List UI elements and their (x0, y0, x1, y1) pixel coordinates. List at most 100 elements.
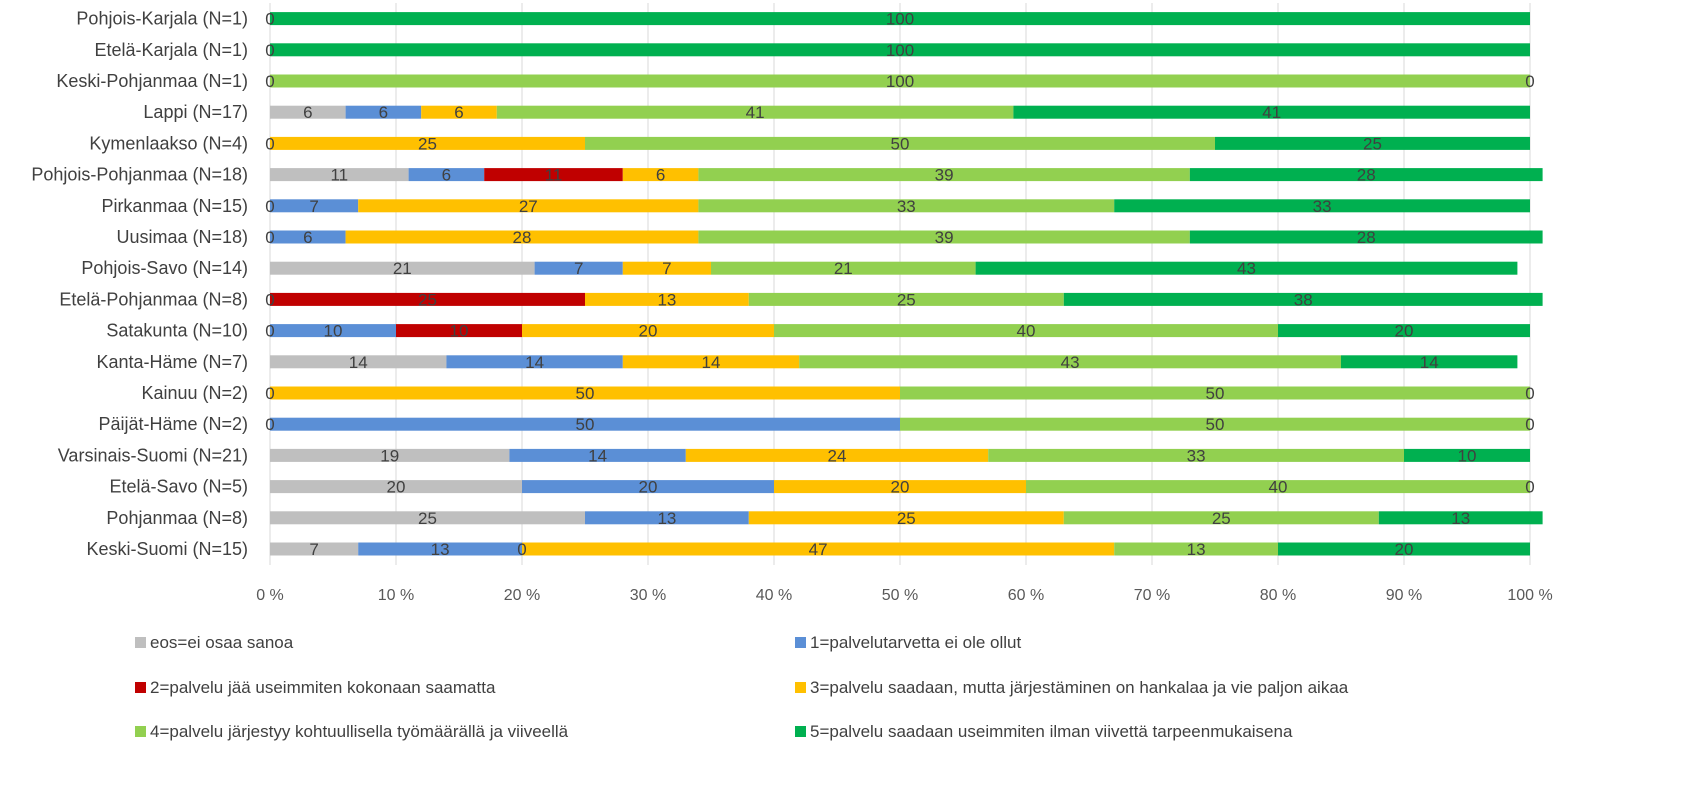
data-label: 25 (418, 509, 437, 528)
bar-segment (270, 386, 900, 400)
bar-segment (685, 448, 989, 462)
data-label: 14 (525, 353, 544, 372)
category-label: Etelä-Karjala (N=1) (94, 40, 248, 60)
data-label: 39 (935, 228, 954, 247)
category-label: Pohjois-Pohjanmaa (N=18) (31, 165, 248, 185)
data-label: 0 (517, 540, 526, 559)
bar-segment (698, 199, 1115, 213)
data-label: 43 (1061, 353, 1080, 372)
bar-segment (988, 448, 1404, 462)
category-label: Varsinais-Suomi (N=21) (58, 445, 248, 465)
data-label: 41 (746, 103, 765, 122)
data-label: 25 (897, 290, 916, 309)
data-label: 19 (380, 446, 399, 465)
data-label: 20 (1395, 322, 1414, 341)
bar-segment (1063, 511, 1379, 525)
bar-segment (774, 324, 1278, 338)
data-label: 10 (1458, 446, 1477, 465)
bar-segment (698, 230, 1190, 244)
data-label: 0 (265, 415, 274, 434)
bar-segment (408, 168, 485, 182)
legend-swatch (135, 682, 146, 693)
x-tick-label: 70 % (1134, 587, 1170, 604)
bar-segment (1215, 136, 1530, 150)
data-label: 14 (702, 353, 721, 372)
data-label: 40 (1017, 322, 1036, 341)
bar-segment (975, 261, 1518, 275)
bar-segment (698, 168, 1190, 182)
bar-segment (270, 324, 396, 338)
data-label: 0 (265, 197, 274, 216)
data-label: 50 (576, 384, 595, 403)
bar-segment (446, 355, 623, 369)
bar-segment (748, 292, 1064, 306)
data-label: 25 (1212, 509, 1231, 528)
bar-segment (1189, 168, 1543, 182)
bar-segment (358, 199, 699, 213)
bar-segment (1278, 542, 1530, 556)
legend-swatch (795, 682, 806, 693)
bar-segment (345, 230, 699, 244)
legend-label: 2=palvelu jää useimmiten kokonaan saamat… (150, 678, 496, 697)
data-label: 0 (265, 290, 274, 309)
data-label: 0 (265, 134, 274, 153)
bar-segment (421, 105, 497, 119)
data-label: 28 (513, 228, 532, 247)
data-label: 7 (309, 197, 318, 216)
category-label: Päijät-Häme (N=2) (98, 414, 248, 434)
bar-segment (585, 292, 749, 306)
bar-segment (711, 261, 976, 275)
category-label: Satakunta (N=10) (106, 321, 248, 341)
bar-segment (585, 136, 1215, 150)
data-label: 0 (1525, 384, 1534, 403)
bar-segment (270, 105, 346, 119)
data-label: 25 (418, 290, 437, 309)
data-label: 7 (309, 540, 318, 559)
data-label: 28 (1357, 166, 1376, 185)
bar-segment (270, 199, 359, 213)
bar-segment (585, 511, 749, 525)
bar-segment (270, 230, 346, 244)
x-tick-label: 0 % (256, 587, 284, 604)
bar-segment (1026, 480, 1530, 494)
bar-segment (270, 480, 522, 494)
data-label: 0 (265, 384, 274, 403)
data-label: 0 (1525, 478, 1534, 497)
bar-segment (496, 105, 1014, 119)
data-label: 14 (588, 446, 607, 465)
data-label: 13 (1451, 509, 1470, 528)
data-label: 50 (891, 134, 910, 153)
data-label: 20 (639, 478, 658, 497)
data-label: 13 (657, 290, 676, 309)
legend-swatch (135, 637, 146, 648)
legend: eos=ei osaa sanoa 1=palvelutarvetta ei ol… (135, 633, 1349, 741)
bar-segment (270, 261, 535, 275)
bar-segment (1013, 105, 1530, 119)
data-label: 21 (393, 259, 412, 278)
bar-segment (345, 105, 422, 119)
data-label: 40 (1269, 478, 1288, 497)
category-label: Kanta-Häme (N=7) (96, 352, 248, 372)
category-label: Pirkanmaa (N=15) (101, 196, 248, 216)
bar-segment (396, 324, 522, 338)
bar-segment (509, 448, 686, 462)
data-label: 0 (265, 10, 274, 29)
bar-segment (522, 480, 774, 494)
bar-segment (774, 480, 1026, 494)
data-label: 100 (886, 10, 914, 29)
x-tick-label: 90 % (1386, 587, 1422, 604)
data-label: 20 (387, 478, 406, 497)
x-tick-label: 100 % (1507, 587, 1552, 604)
bar-segment (622, 355, 800, 369)
data-label: 14 (349, 353, 368, 372)
data-label: 14 (1420, 353, 1439, 372)
data-label: 6 (454, 103, 463, 122)
data-label: 27 (519, 197, 538, 216)
data-label: 0 (265, 228, 274, 247)
data-label: 25 (897, 509, 916, 528)
data-label: 33 (1313, 197, 1332, 216)
bar-segment (748, 511, 1064, 525)
data-label: 43 (1237, 259, 1256, 278)
data-label: 33 (897, 197, 916, 216)
data-label: 13 (1187, 540, 1206, 559)
